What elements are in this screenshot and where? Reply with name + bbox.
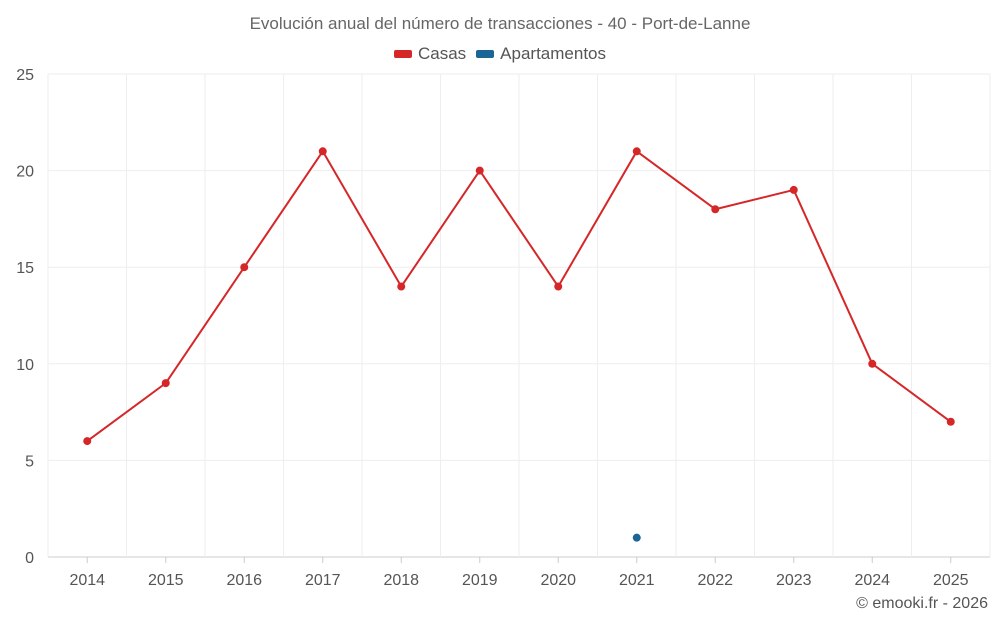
legend: Casas Apartamentos [0,44,1000,64]
credit-text: © emooki.fr - 2026 [856,595,988,612]
y-tick-label: 5 [25,453,34,470]
data-point-apartamentos [632,533,641,542]
data-point-casas [632,147,641,156]
data-point-casas [475,166,484,175]
x-tick-label: 2021 [619,572,655,589]
data-point-casas [240,263,249,272]
chart-title: Evolución anual del número de transaccio… [249,14,751,33]
legend-label-casas: Casas [417,44,467,63]
legend-label-apartamentos: Apartamentos [500,44,607,63]
y-tick-label: 20 [16,164,34,181]
data-point-casas [83,437,92,446]
x-tick-label: 2023 [776,572,812,589]
x-tick-label: 2020 [540,572,576,589]
data-point-casas [868,359,877,368]
data-point-casas [789,185,798,194]
x-tick-label: 2016 [226,572,262,589]
x-tick-label: 2022 [697,572,733,589]
x-tick-label: 2024 [854,572,890,589]
data-point-casas [318,147,327,156]
legend-item-apartamentos[interactable]: Apartamentos [476,44,606,64]
x-tick-label: 2019 [462,572,498,589]
data-point-casas [711,205,720,214]
data-point-casas [397,282,406,291]
legend-swatch-casas [393,50,412,58]
y-tick-label: 10 [16,357,34,374]
data-point-casas [554,282,563,291]
legend-item-casas[interactable]: Casas [393,44,467,64]
legend-swatch-apartamentos [476,50,495,58]
x-tick-label: 2015 [148,572,184,589]
series-line-casas [86,150,952,442]
x-tick-label: 2017 [305,572,341,589]
data-point-casas [946,417,955,426]
x-tick-label: 2018 [383,572,419,589]
x-tick-label: 2014 [69,572,105,589]
y-tick-label: 0 [25,550,34,567]
data-point-casas [161,379,170,388]
y-tick-label: 15 [16,260,34,277]
x-tick-label: 2025 [933,572,969,589]
y-tick-label: 25 [16,67,34,84]
